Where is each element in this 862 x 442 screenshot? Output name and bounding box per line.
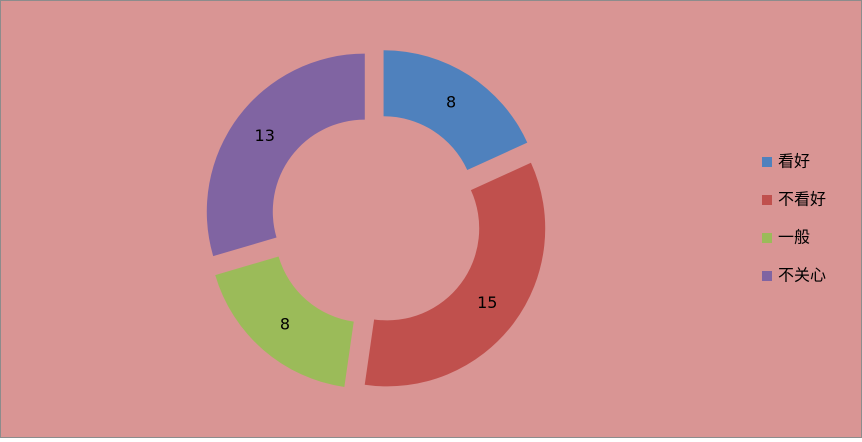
legend-label: 看好: [778, 152, 810, 171]
legend-label: 不关心: [778, 266, 826, 285]
data-label: 8: [280, 315, 290, 334]
legend-swatch: [762, 271, 772, 281]
legend-swatch: [762, 195, 772, 205]
data-label: 8: [446, 93, 456, 112]
doughnut-segment: [215, 256, 354, 387]
legend-label: 不看好: [778, 190, 826, 209]
legend-swatch: [762, 233, 772, 243]
legend-swatch: [762, 157, 772, 167]
doughnut-segment: [364, 162, 546, 387]
data-label: 15: [477, 293, 497, 312]
doughnut-segment: [383, 50, 528, 171]
data-label: 13: [255, 126, 275, 145]
doughnut-segment: [206, 53, 365, 257]
legend-label: 一般: [778, 228, 810, 247]
